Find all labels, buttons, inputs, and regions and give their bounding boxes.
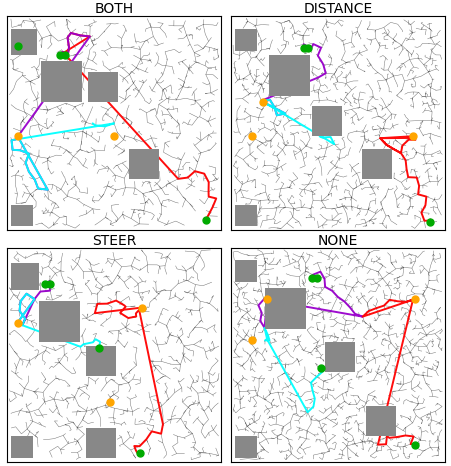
Bar: [11, 436, 32, 458]
Bar: [235, 260, 256, 282]
Bar: [11, 205, 32, 226]
Bar: [86, 427, 116, 458]
Title: DISTANCE: DISTANCE: [303, 2, 372, 16]
Bar: [129, 149, 159, 179]
Bar: [88, 72, 118, 102]
Bar: [312, 106, 341, 136]
Bar: [235, 29, 256, 50]
Bar: [365, 406, 395, 436]
Title: STEER: STEER: [92, 233, 136, 247]
Title: NONE: NONE: [317, 233, 357, 247]
Title: BOTH: BOTH: [94, 2, 133, 16]
Bar: [86, 346, 116, 376]
Bar: [361, 149, 391, 179]
Bar: [235, 205, 256, 226]
Bar: [324, 342, 354, 372]
Bar: [41, 61, 82, 102]
Bar: [39, 301, 79, 342]
Bar: [269, 55, 309, 96]
Bar: [265, 288, 305, 329]
Bar: [11, 262, 39, 290]
Bar: [235, 436, 256, 458]
Bar: [11, 29, 37, 55]
